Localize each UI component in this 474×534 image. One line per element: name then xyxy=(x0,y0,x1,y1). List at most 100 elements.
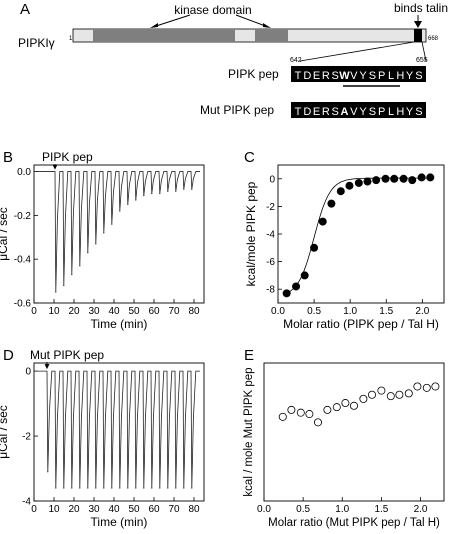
data-point xyxy=(336,187,345,196)
injection-peak xyxy=(167,487,169,489)
x-tick-label: 70 xyxy=(168,306,180,317)
injection-peak xyxy=(127,487,129,489)
sequence-residue: P xyxy=(378,106,385,118)
x-tick-label: 1.0 xyxy=(335,504,349,515)
y-tick-label: -0.4 xyxy=(14,255,32,266)
sequence-residue: E xyxy=(313,106,320,118)
y-tick-label: 0 xyxy=(269,174,275,185)
sequence-residue: L xyxy=(388,70,394,82)
talin-arrowhead xyxy=(414,21,422,28)
sequence-residue: D xyxy=(303,70,311,82)
injection-peak xyxy=(151,487,153,489)
data-point xyxy=(305,410,314,419)
kinase-arrow-right xyxy=(235,14,269,28)
x-tick-label: 60 xyxy=(148,306,160,317)
injection-peak xyxy=(103,232,105,234)
data-point xyxy=(417,173,426,182)
injection-peak xyxy=(175,190,177,192)
injection-peak xyxy=(87,487,89,489)
x-tick-label: 0.5 xyxy=(296,504,310,515)
y-axis-label: μCal / sec xyxy=(0,405,10,459)
injection-annotation: Mut PIPK pep xyxy=(30,348,104,362)
injection-annotation: PIPK pep xyxy=(42,150,93,164)
start-residue: 1 xyxy=(69,36,73,42)
data-point xyxy=(395,390,404,399)
injection-peak xyxy=(151,192,153,195)
data-point xyxy=(296,408,305,417)
x-tick-label: 20 xyxy=(68,504,80,515)
injection-peak xyxy=(55,487,57,489)
sequence-residue: Y xyxy=(359,70,367,82)
panel-letter-b: B xyxy=(3,149,13,166)
injection-peak xyxy=(119,210,121,212)
chart-b: 0 10 20 30 40 50 60 70 80 0.0 -0.2 -0.4 -0.6 Time (mi… xyxy=(0,150,205,331)
sequence-residue: H xyxy=(396,70,404,82)
mut-pipk-pep-label: Mut PIPK pep xyxy=(200,103,274,117)
panel-letter-e: E xyxy=(244,347,254,364)
data-point xyxy=(292,282,301,291)
x-tick-label: 10 xyxy=(48,504,60,515)
injection-peak xyxy=(159,192,161,195)
x-tick-label: 20 xyxy=(68,306,80,317)
data-point xyxy=(408,176,417,185)
sequence-residue: Y xyxy=(359,106,367,118)
panel-letter-d: D xyxy=(3,347,14,364)
sequence-residue: Y xyxy=(406,70,414,82)
data-point xyxy=(287,405,296,414)
y-tick-label: -4 xyxy=(266,230,275,241)
data-point xyxy=(363,177,372,186)
x-tick-label: 0.0 xyxy=(257,504,271,515)
data-point xyxy=(313,418,322,427)
injection-peak xyxy=(191,188,193,190)
chart-c: 0.0 0.5 1.0 1.5 2.0 0 -2 -4 -6 -8 Molar ratio (PIP… xyxy=(244,164,445,331)
sequence-residue: W xyxy=(339,70,350,82)
injection-peak xyxy=(111,487,113,489)
sequence-residue: V xyxy=(350,106,358,118)
data-point xyxy=(431,382,440,391)
pep-start-residue: 642 xyxy=(290,57,302,64)
panel-letter-c: C xyxy=(244,149,255,166)
sequence-residue: H xyxy=(396,106,404,118)
injection-peak xyxy=(87,252,89,254)
data-point xyxy=(282,289,291,298)
y-tick-label: -0.6 xyxy=(14,299,32,310)
x-tick-label: 10 xyxy=(48,306,60,317)
data-point xyxy=(345,181,354,190)
pep-end-residue: 655 xyxy=(416,57,428,64)
injection-peak xyxy=(95,243,97,245)
y-axis-label: μCal / sec xyxy=(0,207,10,261)
kinase-arrowhead-left xyxy=(150,23,158,28)
fit-line xyxy=(285,177,433,295)
x-tick-label: 2.0 xyxy=(414,504,428,515)
x-tick-label: 0.0 xyxy=(271,306,285,317)
data-point xyxy=(372,176,381,185)
x-tick-label: 2.0 xyxy=(415,306,429,317)
mut-sequence-box xyxy=(291,102,426,118)
injection-peak xyxy=(119,487,121,489)
x-tick-label: 0 xyxy=(31,504,37,515)
data-point xyxy=(359,394,368,403)
y-axis-label: kcal / mole Mut PIPK pep xyxy=(243,367,255,496)
kinase-arrow-left xyxy=(152,14,191,28)
sequence-residue: S xyxy=(369,106,376,118)
injection-peak xyxy=(111,223,113,225)
x-axis-label: Time (min) xyxy=(91,317,148,331)
sequence-residue: S xyxy=(332,106,339,118)
y-tick-label: -8 xyxy=(266,285,275,296)
injection-peak xyxy=(79,265,81,267)
y-tick-label: 0.0 xyxy=(17,167,31,178)
data-point xyxy=(413,382,422,391)
data-point xyxy=(323,405,332,414)
data-point xyxy=(377,386,386,395)
data-point xyxy=(399,174,408,183)
injection-peak xyxy=(183,188,185,190)
injection-peak xyxy=(143,487,145,489)
injection-peak xyxy=(47,471,49,473)
sequence-residue: Y xyxy=(406,106,414,118)
injection-peak xyxy=(95,487,97,489)
data-point xyxy=(300,271,309,280)
injection-peak xyxy=(63,487,65,489)
